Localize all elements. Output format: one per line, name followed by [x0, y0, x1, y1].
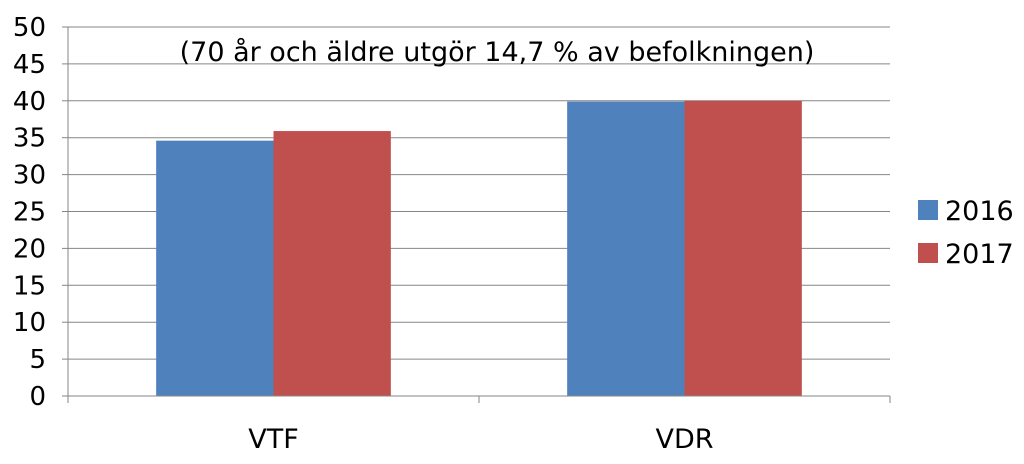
legend: 2016 2017	[918, 196, 1014, 270]
y-tick-label: 10	[13, 308, 46, 338]
y-tick-label: 45	[13, 50, 46, 80]
legend-label: 2017	[945, 239, 1014, 270]
x-tick-label: VDR	[655, 424, 713, 455]
y-tick-label: 35	[13, 124, 46, 154]
y-tick-label: 50	[13, 13, 46, 43]
legend-swatch-2017	[918, 243, 938, 263]
y-tick-label: 40	[13, 87, 46, 117]
legend-swatch-2016	[918, 200, 938, 220]
y-tick-label: 25	[13, 198, 46, 228]
bars	[156, 100, 802, 397]
x-tick-labels: VTF VDR	[248, 424, 713, 455]
bar-2017-VDR	[684, 100, 802, 397]
x-tick-label: VTF	[248, 424, 299, 455]
y-tick-label: 5	[29, 345, 46, 375]
legend-label: 2016	[945, 196, 1014, 227]
y-tick-labels: 0 5 10 15 20 25 30 35 40 45 50	[13, 13, 46, 412]
y-tick-label: 20	[13, 234, 46, 264]
y-tick-label: 30	[13, 161, 46, 191]
y-tick-label: 0	[29, 382, 46, 412]
bar-2016-VTF	[156, 140, 274, 396]
axes	[62, 26, 891, 403]
bar-2017-VTF	[273, 131, 391, 397]
y-tick-label: 15	[13, 271, 46, 301]
bar-2016-VDR	[567, 101, 685, 397]
chart-annotation: (70 år och äldre utgör 14,7 % av befolkn…	[180, 37, 815, 68]
